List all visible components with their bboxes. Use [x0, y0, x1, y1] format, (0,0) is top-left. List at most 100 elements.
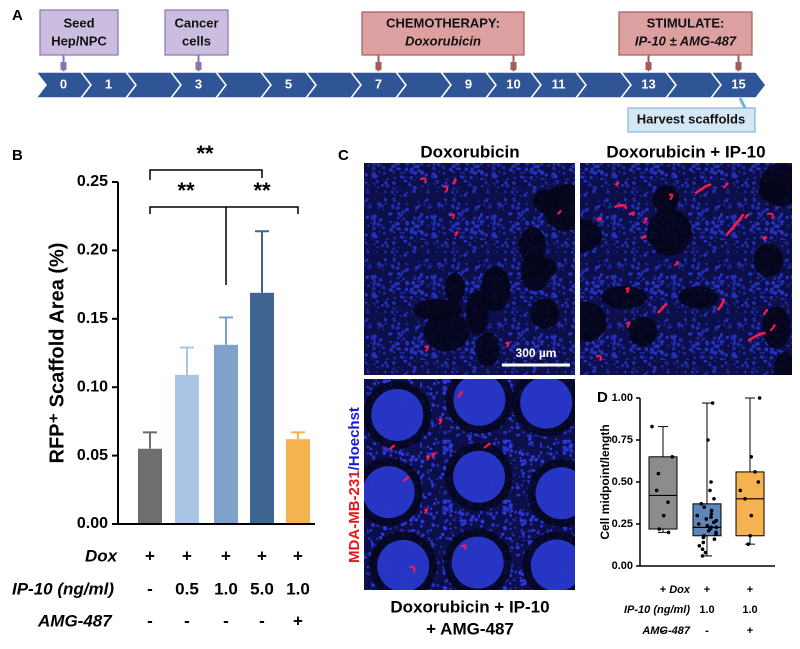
- treatment-value: 0.5: [175, 579, 199, 598]
- data-point: [710, 401, 715, 405]
- cancer-cell: [431, 452, 436, 458]
- day-label: 7: [375, 76, 382, 91]
- cancer-cell: [762, 235, 768, 241]
- event-label: CHEMOTHERAPY:: [386, 15, 500, 30]
- data-point: [706, 528, 711, 533]
- cancer-cell: [424, 345, 429, 352]
- day-label: 1: [105, 76, 112, 91]
- data-point: [699, 502, 704, 506]
- cancer-cell: [596, 217, 602, 222]
- day-label: 0: [60, 76, 67, 91]
- data-point: [709, 480, 713, 484]
- treatment-name: IP-10 (ng/ml): [624, 604, 690, 616]
- cancer-cell: [408, 565, 416, 573]
- cancer-cell: [595, 354, 602, 362]
- void: [647, 209, 692, 256]
- void: [580, 301, 607, 342]
- event-label: cells: [182, 33, 211, 48]
- treatment-value: 1.0: [742, 604, 757, 616]
- void: [753, 243, 784, 277]
- treatment-value: +: [747, 625, 753, 637]
- cancer-cell: [483, 442, 491, 449]
- y-tick-label: 0.25: [77, 173, 108, 190]
- data-point: [650, 424, 654, 429]
- event-box: [618, 11, 753, 56]
- cancer-cell: [402, 476, 410, 482]
- panel-label: C: [338, 147, 349, 164]
- data-point: [705, 523, 710, 528]
- data-point: [743, 497, 747, 501]
- void: [533, 189, 561, 213]
- data-point: [709, 515, 713, 520]
- cancer-cell: [615, 181, 620, 187]
- day-label: 15: [731, 76, 745, 91]
- significance-bracket: [149, 169, 263, 180]
- data-point: [703, 550, 708, 555]
- significance-label: **: [177, 178, 195, 203]
- treatment-name: AMG-487: [641, 625, 691, 637]
- cancer-cell: [442, 185, 449, 193]
- treatment-value: -: [184, 611, 190, 630]
- harvest-box: [627, 107, 756, 133]
- treatment-value: +: [221, 546, 231, 565]
- void: [601, 285, 648, 309]
- day-label: 5: [285, 76, 292, 91]
- cancer-cell: [642, 217, 648, 224]
- cancer-cell: [438, 418, 443, 425]
- spheroid: [371, 388, 424, 441]
- treatment-value: 5.0: [250, 579, 274, 598]
- event-box: [164, 9, 229, 56]
- stain-label-part: MDA-MB-231: [346, 470, 363, 563]
- y-axis-label: Cell midpoint/length: [598, 424, 612, 539]
- cancer-cell: [424, 508, 429, 514]
- stain-label: MDA-MB-231/Hoechst: [346, 407, 363, 563]
- event-marker: [735, 62, 742, 70]
- treatment-value: -: [661, 625, 665, 637]
- event-box: [39, 9, 119, 56]
- data-point: [701, 535, 706, 540]
- event-box: [361, 11, 525, 56]
- data-point: [661, 513, 666, 518]
- data-point: [697, 544, 702, 548]
- treatment-value: -: [147, 579, 153, 598]
- data-point: [657, 527, 662, 531]
- void: [412, 299, 463, 321]
- treatment-value: 1.0: [214, 579, 238, 598]
- data-point: [738, 488, 743, 493]
- y-tick-label: 0.05: [77, 447, 108, 464]
- y-tick-label: 0.50: [612, 476, 633, 488]
- event-label: STIMULATE:: [647, 15, 725, 30]
- treatment-value: +: [257, 546, 267, 565]
- data-point: [748, 533, 752, 538]
- y-tick-label: 0.10: [77, 378, 108, 395]
- treatment-value: 1.0: [699, 604, 714, 616]
- void: [423, 311, 470, 352]
- cancer-cell: [625, 287, 630, 294]
- treatment-value: +: [660, 584, 666, 596]
- treatment-value: +: [747, 584, 753, 596]
- cancer-cell: [457, 391, 463, 398]
- y-tick-label: 0.75: [612, 434, 633, 446]
- data-point: [749, 513, 754, 518]
- y-tick-label: 1.00: [612, 392, 633, 404]
- data-point: [756, 480, 761, 484]
- void: [678, 286, 719, 309]
- void: [580, 218, 603, 252]
- void: [444, 272, 465, 304]
- cancer-cell: [668, 193, 674, 201]
- event-label: Doxorubicin: [405, 33, 481, 48]
- data-point: [709, 508, 714, 513]
- data-point: [711, 520, 716, 525]
- data-point: [714, 525, 719, 530]
- void: [759, 163, 792, 207]
- bar: [286, 439, 310, 524]
- treatment-name: Dox: [669, 584, 691, 596]
- bar: [250, 292, 274, 524]
- void: [519, 226, 546, 263]
- data-point: [656, 471, 661, 476]
- data-point: [666, 500, 670, 504]
- treatment-value: 1.0: [286, 579, 310, 598]
- image-title: Doxorubicin: [420, 142, 519, 161]
- significance-label: **: [196, 141, 214, 166]
